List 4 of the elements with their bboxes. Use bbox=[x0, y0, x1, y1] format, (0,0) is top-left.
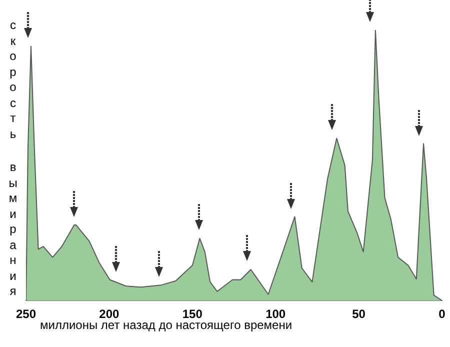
x-tick-label: 0 bbox=[438, 307, 446, 322]
x-tick-label: 50 bbox=[352, 307, 366, 322]
x-tick-label: 250 bbox=[16, 307, 36, 322]
text: скорость вымирания bbox=[8, 18, 18, 298]
